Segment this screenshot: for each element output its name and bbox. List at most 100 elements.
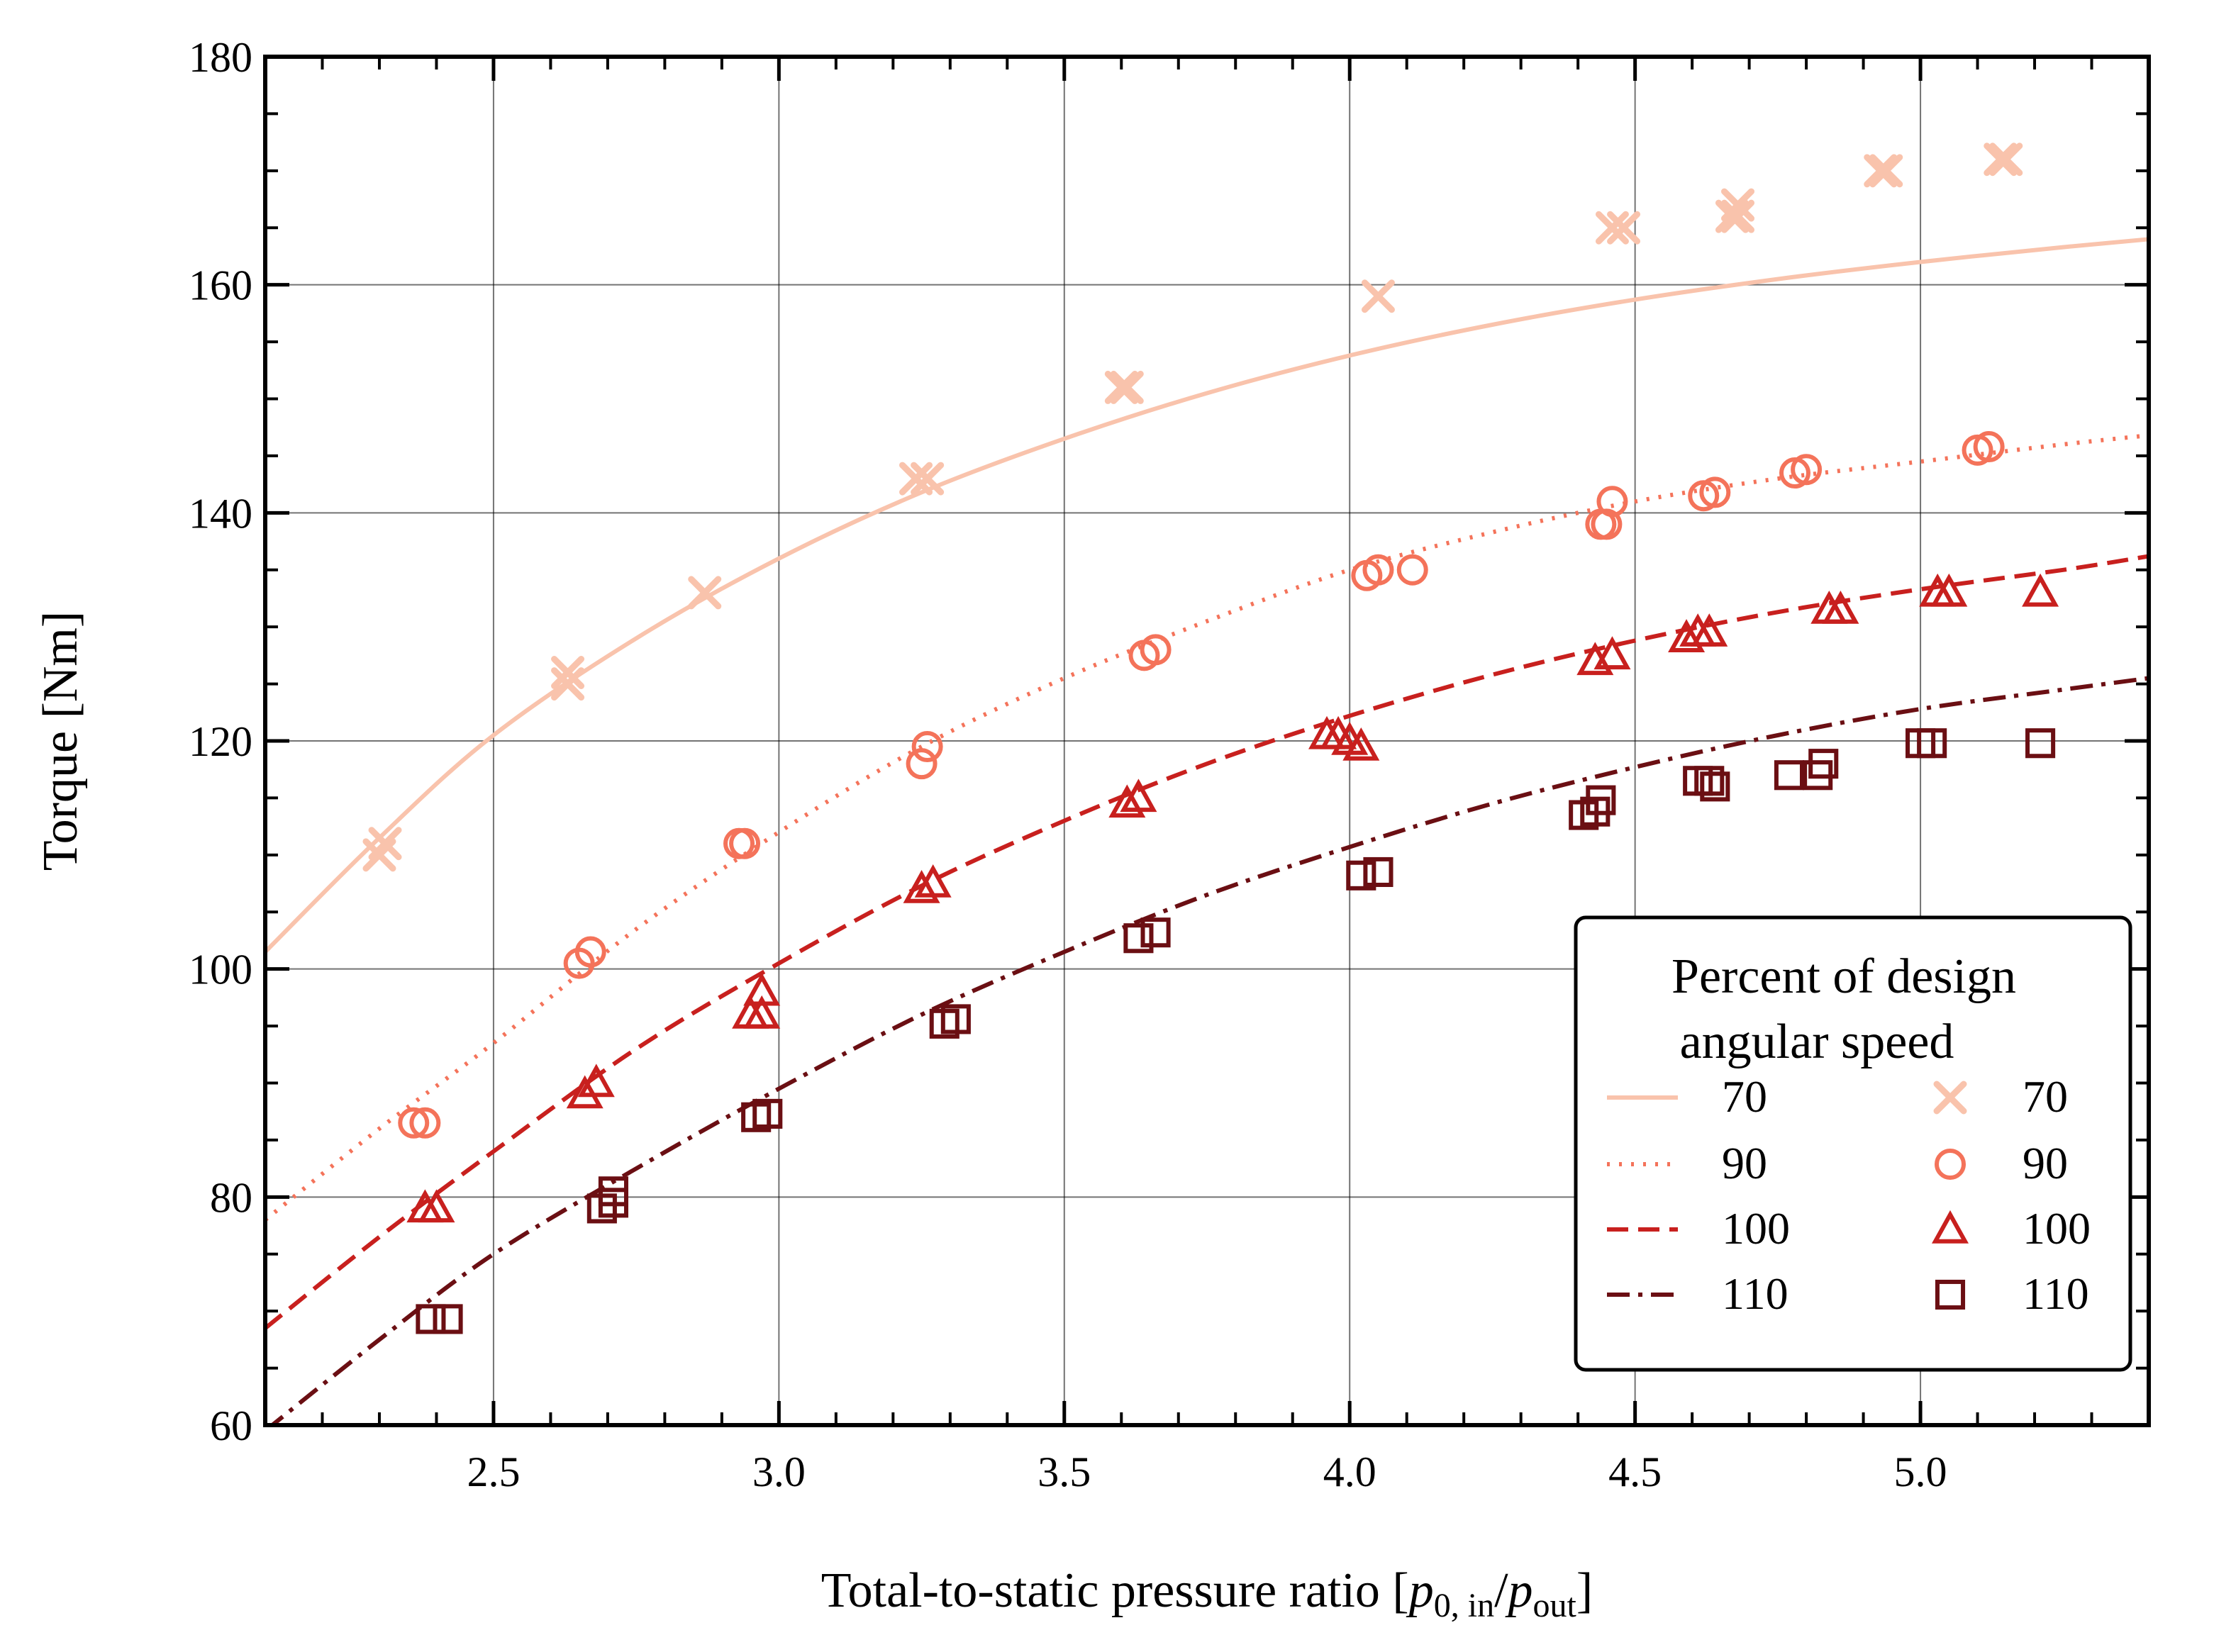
data-point-90 xyxy=(1362,554,1394,586)
fit-line-110 xyxy=(269,676,2149,1425)
data-point-110 xyxy=(416,1304,446,1334)
marker-stroke xyxy=(1984,143,2018,177)
marker-stroke xyxy=(1607,211,1641,245)
x-axis-label-p1-subscript: 0, in xyxy=(1434,1587,1494,1624)
x-axis-label-p2-subscript: out xyxy=(1533,1587,1577,1624)
data-point-90 xyxy=(1596,486,1628,518)
marker-stroke xyxy=(1989,143,2023,177)
data-point-90 xyxy=(1396,554,1428,586)
x-tick-label: 3.5 xyxy=(1038,1449,1091,1495)
data-point-100 xyxy=(1668,619,1706,652)
data-point-100 xyxy=(903,870,940,903)
y-tick-label: 140 xyxy=(189,490,252,537)
marker-stroke xyxy=(1361,279,1395,313)
data-point-110 xyxy=(752,1098,783,1129)
legend-marker-70 xyxy=(1933,1081,1967,1115)
marker-stroke xyxy=(1721,188,1755,222)
marker-stroke xyxy=(688,576,722,610)
data-point-100 xyxy=(914,864,952,898)
data-point-100 xyxy=(2022,573,2059,607)
data-point-90 xyxy=(1140,634,1172,666)
legend-marker-100 xyxy=(1932,1210,1969,1244)
data-point-70 xyxy=(1607,211,1641,245)
x-axis-label-main: Total-to-static pressure ratio [ xyxy=(821,1563,1409,1618)
data-point-100 xyxy=(1108,784,1146,818)
data-point-70 xyxy=(688,576,722,610)
marker-stroke xyxy=(899,462,933,496)
legend-marker-110 xyxy=(1935,1279,1966,1310)
data-point-90 xyxy=(1791,454,1823,486)
data-point-100 xyxy=(577,1064,615,1098)
marker-stroke xyxy=(1595,211,1629,245)
y-tick-label: 60 xyxy=(210,1402,252,1449)
data-point-90 xyxy=(911,731,943,763)
data-point-100 xyxy=(418,1189,455,1223)
data-point-110 xyxy=(433,1304,463,1334)
data-point-70 xyxy=(368,827,402,861)
legend-entries: 70 70 90 90 100 100 110 110 xyxy=(1607,1071,2091,1319)
data-point-70 xyxy=(551,656,585,689)
data-point-110 xyxy=(1808,749,1839,779)
marker-stroke xyxy=(551,667,585,701)
fit-line-100 xyxy=(265,554,2149,1330)
legend: Percent of design angular speed 70 70 90 90… xyxy=(1574,915,2132,1372)
data-point-90 xyxy=(398,1107,430,1139)
legend-title-line1: Percent of design xyxy=(1671,949,2016,1004)
tick-labels: 2.5 3.0 3.5 4.0 4.5 5.0 60 80 100 120 140 160 180 xyxy=(189,34,1947,1495)
data-point-70 xyxy=(1361,279,1395,313)
legend-marker-90 xyxy=(1935,1149,1966,1180)
marker-stroke xyxy=(368,827,402,861)
x-axis-label: Total-to-static pressure ratio [p0, in/p… xyxy=(821,1563,1593,1624)
fit-lines xyxy=(265,237,2149,1425)
data-point-100 xyxy=(1120,778,1157,813)
data-point-90 xyxy=(1699,476,1731,508)
data-point-70 xyxy=(1989,143,2023,177)
data-point-90 xyxy=(1591,508,1623,540)
x-tick-label: 3.0 xyxy=(752,1449,806,1495)
marker-stroke xyxy=(1933,1081,1967,1115)
data-point-100 xyxy=(1930,573,1968,607)
legend-marker-label-70: 70 xyxy=(2023,1071,2068,1122)
data-point-70 xyxy=(1721,199,1755,233)
y-tick-label: 100 xyxy=(189,947,252,993)
data-point-110 xyxy=(1694,766,1725,796)
data-point-100 xyxy=(1691,613,1728,647)
data-point-70 xyxy=(551,667,585,701)
legend-line-label-100: 100 xyxy=(1722,1203,1790,1254)
y-tick-label: 120 xyxy=(189,718,252,765)
data-point-110 xyxy=(1123,923,1154,954)
legend-marker-label-90: 90 xyxy=(2023,1138,2068,1188)
data-point-70 xyxy=(899,462,933,496)
x-axis-label-p1: p xyxy=(1406,1563,1434,1618)
data-point-90 xyxy=(1973,431,2005,463)
y-axis-label: Torque [Nm] xyxy=(33,611,88,871)
data-point-110 xyxy=(1586,785,1616,815)
data-point-110 xyxy=(1346,860,1376,891)
fit-line-70 xyxy=(265,237,2149,954)
legend-line-label-70: 70 xyxy=(1722,1071,1767,1122)
data-point-90 xyxy=(729,827,761,859)
x-tick-label: 4.0 xyxy=(1323,1449,1376,1495)
data-point-70 xyxy=(1869,154,1903,188)
data-point-70 xyxy=(1104,370,1138,404)
data-point-90 xyxy=(906,748,938,780)
data-point-70 xyxy=(1864,154,1898,188)
legend-line-label-90: 90 xyxy=(1722,1138,1767,1188)
x-axis-label-close: ] xyxy=(1576,1563,1593,1618)
data-point-110 xyxy=(1140,917,1171,948)
data-point-70 xyxy=(1110,370,1144,404)
marker-stroke xyxy=(1110,370,1144,404)
marker-stroke xyxy=(1869,154,1903,188)
data-point-110 xyxy=(1700,771,1730,802)
data-point-70 xyxy=(1721,188,1755,222)
legend-marker-label-100: 100 xyxy=(2023,1203,2091,1254)
legend-title-line2: angular speed xyxy=(1680,1015,1954,1069)
legend-marker-label-110: 110 xyxy=(2023,1268,2089,1319)
x-tick-label: 2.5 xyxy=(467,1449,520,1495)
legend-line-label-110: 110 xyxy=(1722,1268,1789,1319)
marker-stroke xyxy=(1721,199,1755,233)
marker-stroke xyxy=(551,656,585,689)
data-point-100 xyxy=(743,995,781,1029)
